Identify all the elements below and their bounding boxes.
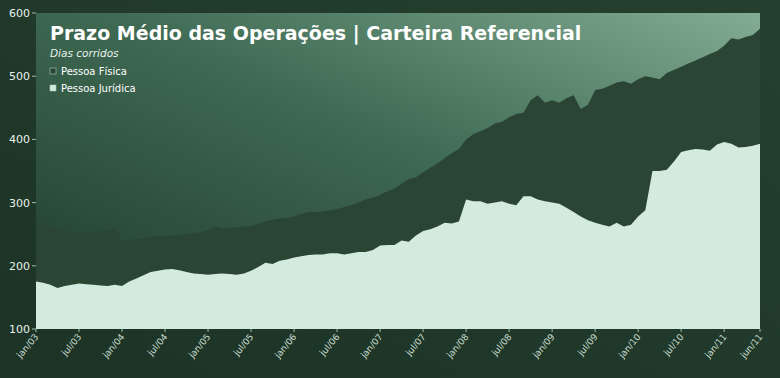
background bbox=[0, 0, 780, 378]
x-tick-label: jul/07 bbox=[403, 332, 428, 359]
y-tick bbox=[32, 76, 36, 77]
x-tick bbox=[760, 329, 761, 332]
x-tick bbox=[79, 329, 80, 332]
x-tick-label: jul/05 bbox=[231, 332, 256, 359]
x-tick-label: jul/10 bbox=[661, 332, 686, 359]
x-tick bbox=[36, 329, 37, 332]
x-tick bbox=[724, 329, 725, 332]
title: Prazo Médio das Operações | Carteira Ref… bbox=[50, 22, 581, 45]
x-tick-label: jul/08 bbox=[489, 332, 514, 359]
x-tick-label: jul/09 bbox=[575, 332, 600, 359]
x-tick-label: jan/06 bbox=[272, 332, 299, 361]
x-tick-label: jul/03 bbox=[59, 332, 84, 359]
y-tick bbox=[32, 265, 36, 266]
x-tick-label: jul/06 bbox=[317, 332, 342, 359]
x-tick bbox=[208, 329, 209, 332]
x-tick-label: jun/11 bbox=[738, 332, 765, 361]
y-tick bbox=[32, 202, 36, 203]
x-tick-label: jan/03 bbox=[14, 332, 40, 361]
y-tick-label: 200 bbox=[9, 260, 30, 273]
y-tick-label: 600 bbox=[9, 7, 30, 20]
y-tick-label: 500 bbox=[9, 70, 30, 83]
x-tick-label: jan/09 bbox=[530, 332, 557, 361]
x-tick bbox=[552, 329, 553, 332]
x-tick bbox=[122, 329, 123, 332]
x-tick bbox=[681, 329, 682, 332]
x-tick bbox=[165, 329, 166, 332]
x-tick-label: jan/08 bbox=[444, 332, 471, 361]
legend-label: Pessoa Física bbox=[61, 66, 127, 77]
x-tick bbox=[251, 329, 252, 332]
x-tick-label: jan/07 bbox=[358, 332, 384, 361]
x-tick bbox=[294, 329, 295, 332]
area-series bbox=[36, 142, 760, 329]
x-tick bbox=[509, 329, 510, 332]
y-tick-label: 300 bbox=[9, 197, 30, 210]
x-tick bbox=[423, 329, 424, 332]
chart: 100 200 300 400 500 600 jan/03 jul/03 jan/04 jul/… bbox=[0, 0, 780, 378]
legend-label: Pessoa Jurídica bbox=[61, 83, 136, 94]
x-tick-label: jan/04 bbox=[100, 332, 127, 361]
legend-marker bbox=[50, 68, 56, 74]
x-tick-label: jul/04 bbox=[145, 332, 170, 359]
legend-marker bbox=[50, 85, 56, 91]
x-tick bbox=[595, 329, 596, 332]
y-tick bbox=[32, 329, 36, 330]
subtitle: Dias corridos bbox=[50, 47, 119, 59]
y-tick bbox=[32, 13, 36, 14]
x-tick bbox=[466, 329, 467, 332]
x-tick bbox=[337, 329, 338, 332]
series-group bbox=[36, 29, 760, 329]
area-series bbox=[36, 29, 760, 329]
x-tick-label: jan/10 bbox=[616, 332, 643, 361]
x-tick-label: jan/11 bbox=[702, 332, 728, 361]
y-tick bbox=[32, 139, 36, 140]
y-tick-label: 400 bbox=[9, 133, 30, 146]
x-tick bbox=[380, 329, 381, 332]
plot-area bbox=[36, 13, 760, 329]
y-tick-label: 100 bbox=[9, 323, 30, 336]
x-tick-label: jan/05 bbox=[186, 332, 212, 361]
x-tick bbox=[638, 329, 639, 332]
